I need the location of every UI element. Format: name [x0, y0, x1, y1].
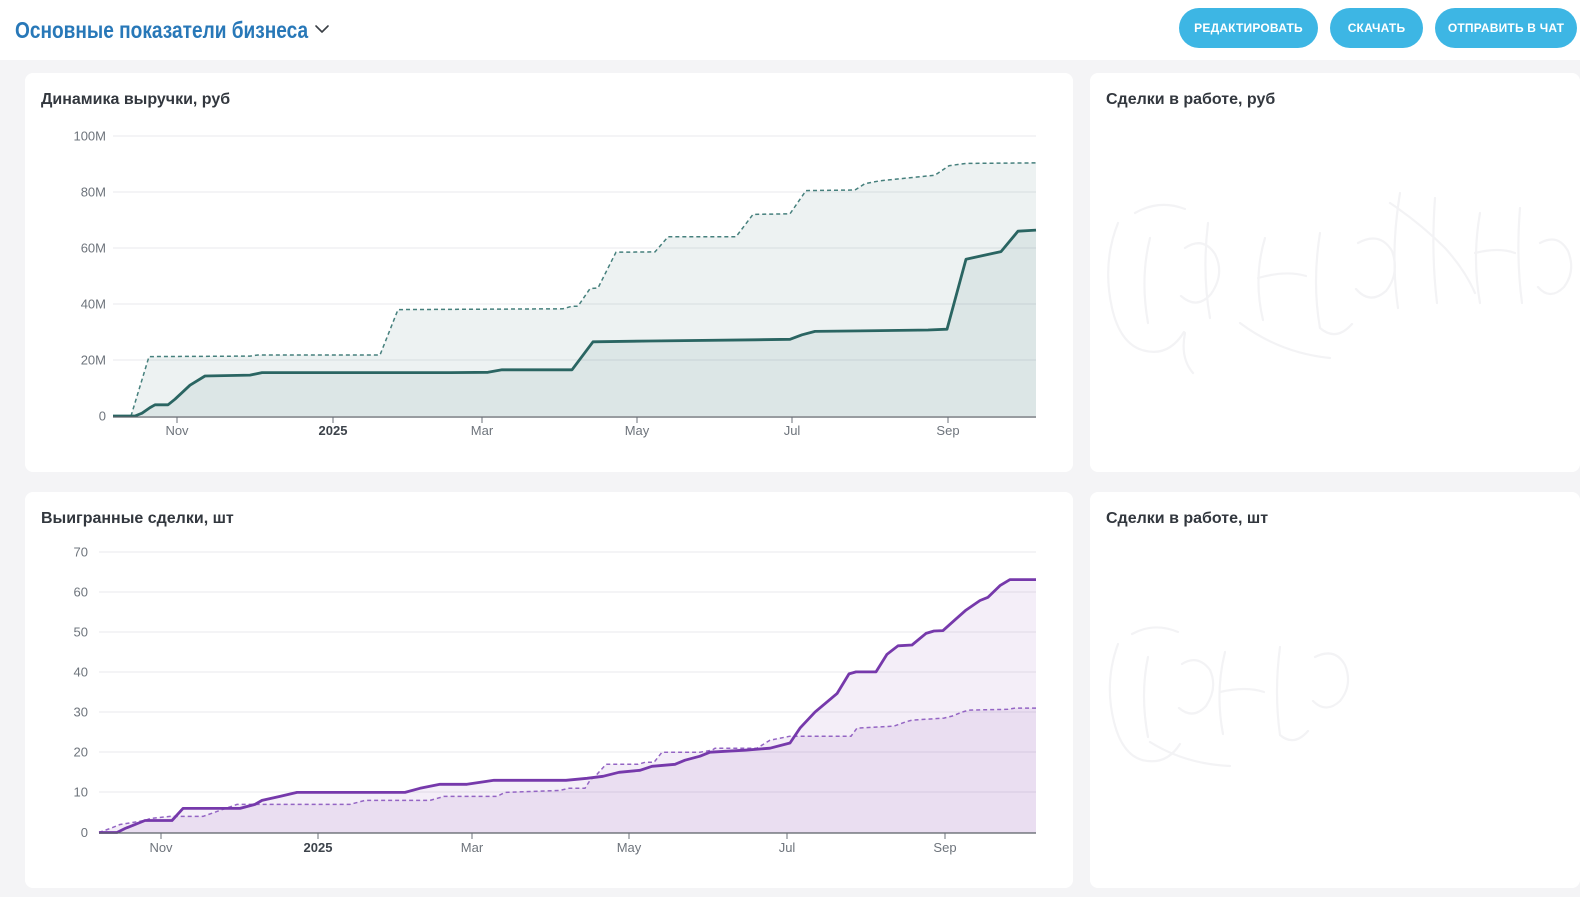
svg-text:Nov: Nov — [149, 840, 173, 855]
svg-text:May: May — [617, 840, 642, 855]
svg-text:60: 60 — [74, 585, 88, 600]
svg-text:30: 30 — [74, 705, 88, 720]
svg-text:60M: 60M — [81, 241, 106, 256]
svg-text:20: 20 — [74, 745, 88, 760]
svg-text:Sep: Sep — [936, 423, 959, 438]
svg-text:Mar: Mar — [461, 840, 484, 855]
svg-text:Jul: Jul — [779, 840, 796, 855]
svg-text:Nov: Nov — [165, 423, 189, 438]
svg-text:2025: 2025 — [304, 840, 333, 855]
svg-text:80M: 80M — [81, 185, 106, 200]
svg-text:70: 70 — [74, 545, 88, 560]
svg-text:Sep: Sep — [933, 840, 956, 855]
svg-text:0: 0 — [81, 825, 88, 840]
svg-text:2025: 2025 — [319, 423, 348, 438]
svg-text:100M: 100M — [73, 129, 106, 144]
svg-text:Jul: Jul — [784, 423, 801, 438]
svg-text:Mar: Mar — [471, 423, 494, 438]
svg-text:10: 10 — [74, 785, 88, 800]
svg-text:20M: 20M — [81, 353, 106, 368]
svg-text:40: 40 — [74, 665, 88, 680]
svg-text:May: May — [625, 423, 650, 438]
svg-text:50: 50 — [74, 625, 88, 640]
svg-text:0: 0 — [99, 409, 106, 424]
svg-text:40M: 40M — [81, 297, 106, 312]
